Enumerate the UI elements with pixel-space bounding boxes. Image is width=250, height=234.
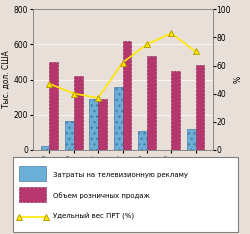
Bar <box>65 121 74 150</box>
FancyBboxPatch shape <box>19 166 46 181</box>
Bar <box>171 71 180 150</box>
Text: Объем розничных продаж: Объем розничных продаж <box>53 192 150 199</box>
Bar <box>187 129 196 150</box>
Bar <box>122 41 131 150</box>
Bar <box>41 146 50 150</box>
Bar <box>196 65 204 150</box>
Bar <box>138 131 147 150</box>
Bar <box>50 62 58 150</box>
FancyBboxPatch shape <box>19 187 46 202</box>
Y-axis label: Тыс. дол. США: Тыс. дол. США <box>2 51 11 108</box>
FancyBboxPatch shape <box>12 157 237 232</box>
Bar <box>90 99 98 150</box>
Text: Удельный вес ПРТ (%): Удельный вес ПРТ (%) <box>53 213 134 220</box>
Bar <box>98 99 107 150</box>
Text: Затраты на телевизионную рекламу: Затраты на телевизионную рекламу <box>53 172 188 178</box>
Y-axis label: %: % <box>234 76 243 83</box>
Bar <box>114 88 122 150</box>
Bar <box>74 76 82 150</box>
Bar <box>147 56 156 150</box>
